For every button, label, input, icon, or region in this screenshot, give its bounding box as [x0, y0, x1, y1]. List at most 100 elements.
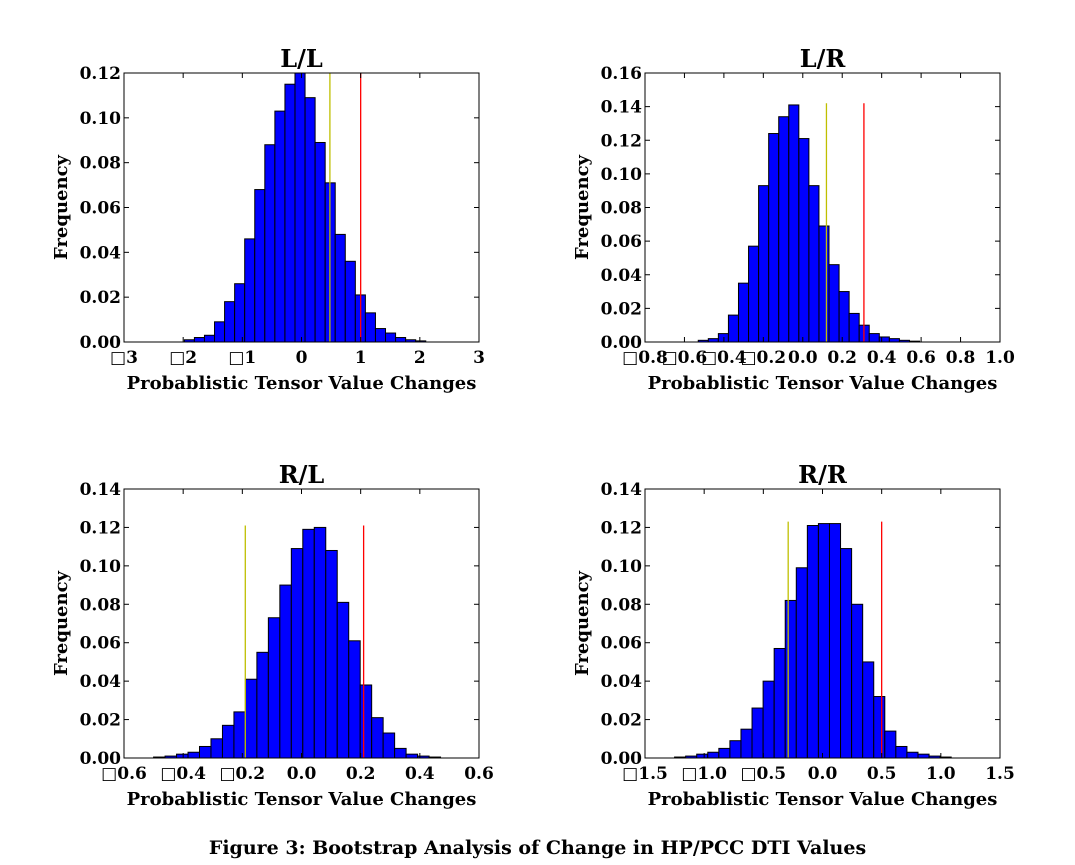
y-tick-label: 0.16: [601, 64, 642, 84]
histogram-bar: [254, 189, 266, 343]
x-tick-label: □0.4: [701, 348, 747, 368]
x-tick-label: □1.0: [681, 764, 727, 784]
y-tick-label: 0.00: [80, 333, 122, 353]
y-tick-label: 0.04: [80, 672, 122, 692]
y-tick-label: 0.04: [601, 672, 643, 692]
x-tick-label: 2: [414, 348, 426, 368]
x-tick-label: □1: [228, 348, 256, 368]
y-tick-label: 0.02: [601, 711, 642, 731]
x-tick-label: 0.2: [827, 348, 857, 368]
histogram-bar: [862, 661, 875, 759]
y-tick-label: 0.08: [80, 154, 121, 174]
histogram-bar: [729, 740, 742, 759]
y-tick-label: 0.12: [80, 518, 121, 538]
histogram-bar: [838, 291, 850, 343]
x-tick-label: 3: [473, 348, 485, 368]
x-tick-label: 0.0: [808, 764, 838, 784]
y-tick-label: 0.06: [601, 634, 642, 654]
y-tick-label: 0.08: [601, 199, 642, 219]
y-tick-label: 0.14: [80, 480, 122, 500]
histogram-bar: [371, 717, 384, 759]
histogram-bar: [808, 185, 820, 343]
histogram-bar: [290, 548, 304, 759]
y-axis-label: Frequency: [572, 570, 593, 676]
x-tick-label: 0.8: [946, 348, 976, 368]
histogram-bar: [344, 260, 356, 343]
histogram-bar: [888, 338, 900, 343]
histogram-bar: [374, 328, 387, 343]
histogram-bar: [778, 116, 790, 343]
y-tick-label: 0.00: [80, 749, 122, 769]
histogram-bar: [878, 336, 890, 343]
y-tick-label: 0.10: [80, 557, 122, 577]
histogram-bar: [740, 728, 753, 759]
y-tick-label: 0.04: [80, 243, 122, 263]
x-tick-label: 0.4: [405, 764, 435, 784]
histogram-bar: [737, 282, 750, 343]
histogram-bar: [267, 617, 281, 759]
x-axis-label: Probablistic Tensor Value Changes: [127, 373, 477, 394]
histogram-bar: [818, 225, 830, 343]
histogram-bar: [302, 528, 315, 759]
histogram-bar: [294, 72, 306, 343]
x-tick-label: 0.5: [867, 764, 897, 784]
histogram-bar: [758, 185, 770, 343]
y-tick-label: 0.14: [601, 480, 643, 500]
histogram-bar: [840, 548, 853, 759]
y-axis-label: Frequency: [572, 154, 593, 260]
histogram-bar: [727, 314, 739, 343]
chart-l-l: L/L □3 □2 □1 0 1 2 3 0.00 0.02 0.04 0.06 0.08 0.10 0.1…: [51, 44, 485, 394]
histogram-bar: [873, 696, 886, 759]
y-tick-label: 0.12: [80, 64, 121, 84]
histogram-bar: [906, 751, 919, 759]
histogram-bar: [848, 312, 860, 343]
x-tick-label: 0: [296, 348, 308, 368]
histogram-bar: [224, 301, 236, 343]
histogram-bar: [394, 747, 407, 759]
x-tick-label: □3: [110, 348, 138, 368]
x-tick-label: 0.6: [464, 764, 494, 784]
histogram-bar: [851, 603, 864, 759]
histogram-bar: [198, 745, 212, 759]
histogram-bar: [748, 245, 760, 343]
x-tick-label: 0.0: [287, 764, 317, 784]
x-tick-label: 0.0: [788, 348, 818, 368]
histogram-bar: [304, 97, 316, 343]
histogram-bar: [868, 333, 880, 343]
chart-title: L/R: [800, 44, 847, 73]
x-tick-label: 1: [355, 348, 367, 368]
y-axis-label: Frequency: [51, 154, 72, 260]
x-tick-label: □1.5: [622, 764, 668, 784]
histogram-bar: [233, 711, 246, 759]
histogram-bar: [325, 549, 338, 759]
histogram-bar: [234, 283, 246, 343]
histogram-bar: [382, 732, 396, 759]
chart-r-l: R/L □0.6 □0.4 □0.2 0.0 0.2 0.4 0.6 0.00 0.02 0.04 0…: [51, 460, 494, 810]
y-tick-label: 0.06: [80, 634, 121, 654]
x-tick-label: 1.5: [985, 764, 1015, 784]
x-tick-label: □0.8: [622, 348, 668, 368]
x-axis-label: Probablistic Tensor Value Changes: [648, 789, 998, 810]
chart-l-r: L/R □0.8□0.6□0.4□0.2 0.0 0.2 0.4 0.6 0.8 1.0 0.0…: [572, 44, 1015, 394]
y-tick-label: 0.02: [80, 288, 121, 308]
figure-caption: Figure 3: Bootstrap Analysis of Change i…: [208, 837, 867, 859]
histogram-bar: [895, 745, 908, 759]
histogram-bar: [313, 526, 327, 759]
histogram-bar: [176, 753, 189, 759]
histogram-bar: [696, 753, 709, 759]
histogram-bar: [203, 334, 216, 343]
histogram-bar: [795, 567, 808, 759]
x-tick-label: □2: [169, 348, 197, 368]
histogram-bar: [828, 264, 840, 343]
x-tick-label: □0.6: [662, 348, 708, 368]
histogram-bar: [798, 138, 810, 343]
histogram-bar: [762, 680, 775, 759]
histogram-bar: [395, 337, 407, 343]
chart-title: L/L: [280, 44, 323, 73]
y-tick-label: 0.14: [601, 98, 643, 118]
y-tick-label: 0.12: [601, 131, 642, 151]
x-tick-label: 0.4: [867, 348, 897, 368]
x-tick-label: □0.5: [741, 764, 787, 784]
histogram-bar: [284, 83, 296, 343]
histogram-bar: [314, 141, 326, 343]
